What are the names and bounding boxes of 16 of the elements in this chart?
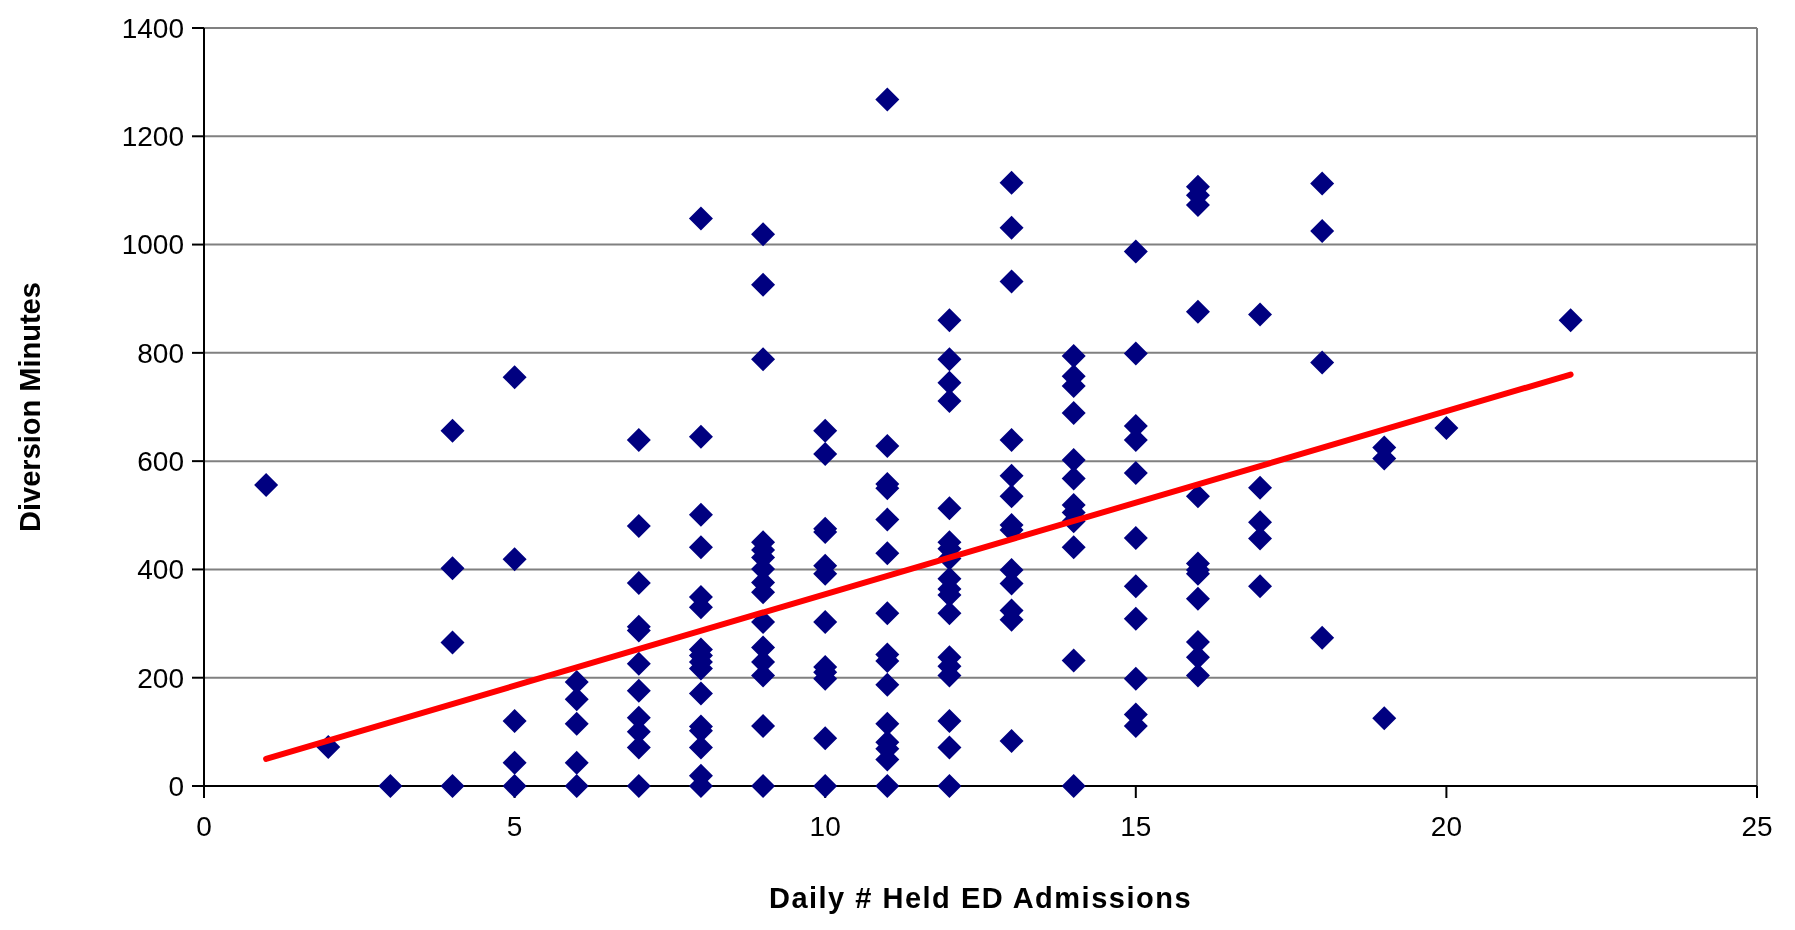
- x-tick-label: 0: [196, 811, 212, 842]
- x-tick-label: 5: [506, 811, 523, 842]
- x-tick-label: 15: [1120, 811, 1152, 842]
- y-tick-label: 0: [168, 770, 184, 802]
- y-tick-label: 200: [137, 662, 184, 694]
- y-tick-label: 800: [137, 337, 184, 369]
- x-axis-title: Daily # Held ED Admissions: [768, 882, 1193, 914]
- y-axis-title: Diversion Minutes: [14, 282, 46, 532]
- y-tick-label: 1000: [121, 229, 184, 261]
- x-tick-label: 20: [1430, 811, 1462, 842]
- y-tick-label: 1200: [121, 121, 184, 153]
- y-tick-label: 1400: [121, 12, 184, 44]
- y-tick-label: 600: [137, 445, 184, 477]
- y-tick-label: 400: [137, 554, 184, 586]
- x-tick-label: 25: [1741, 811, 1773, 842]
- x-tick-label: 10: [809, 811, 841, 842]
